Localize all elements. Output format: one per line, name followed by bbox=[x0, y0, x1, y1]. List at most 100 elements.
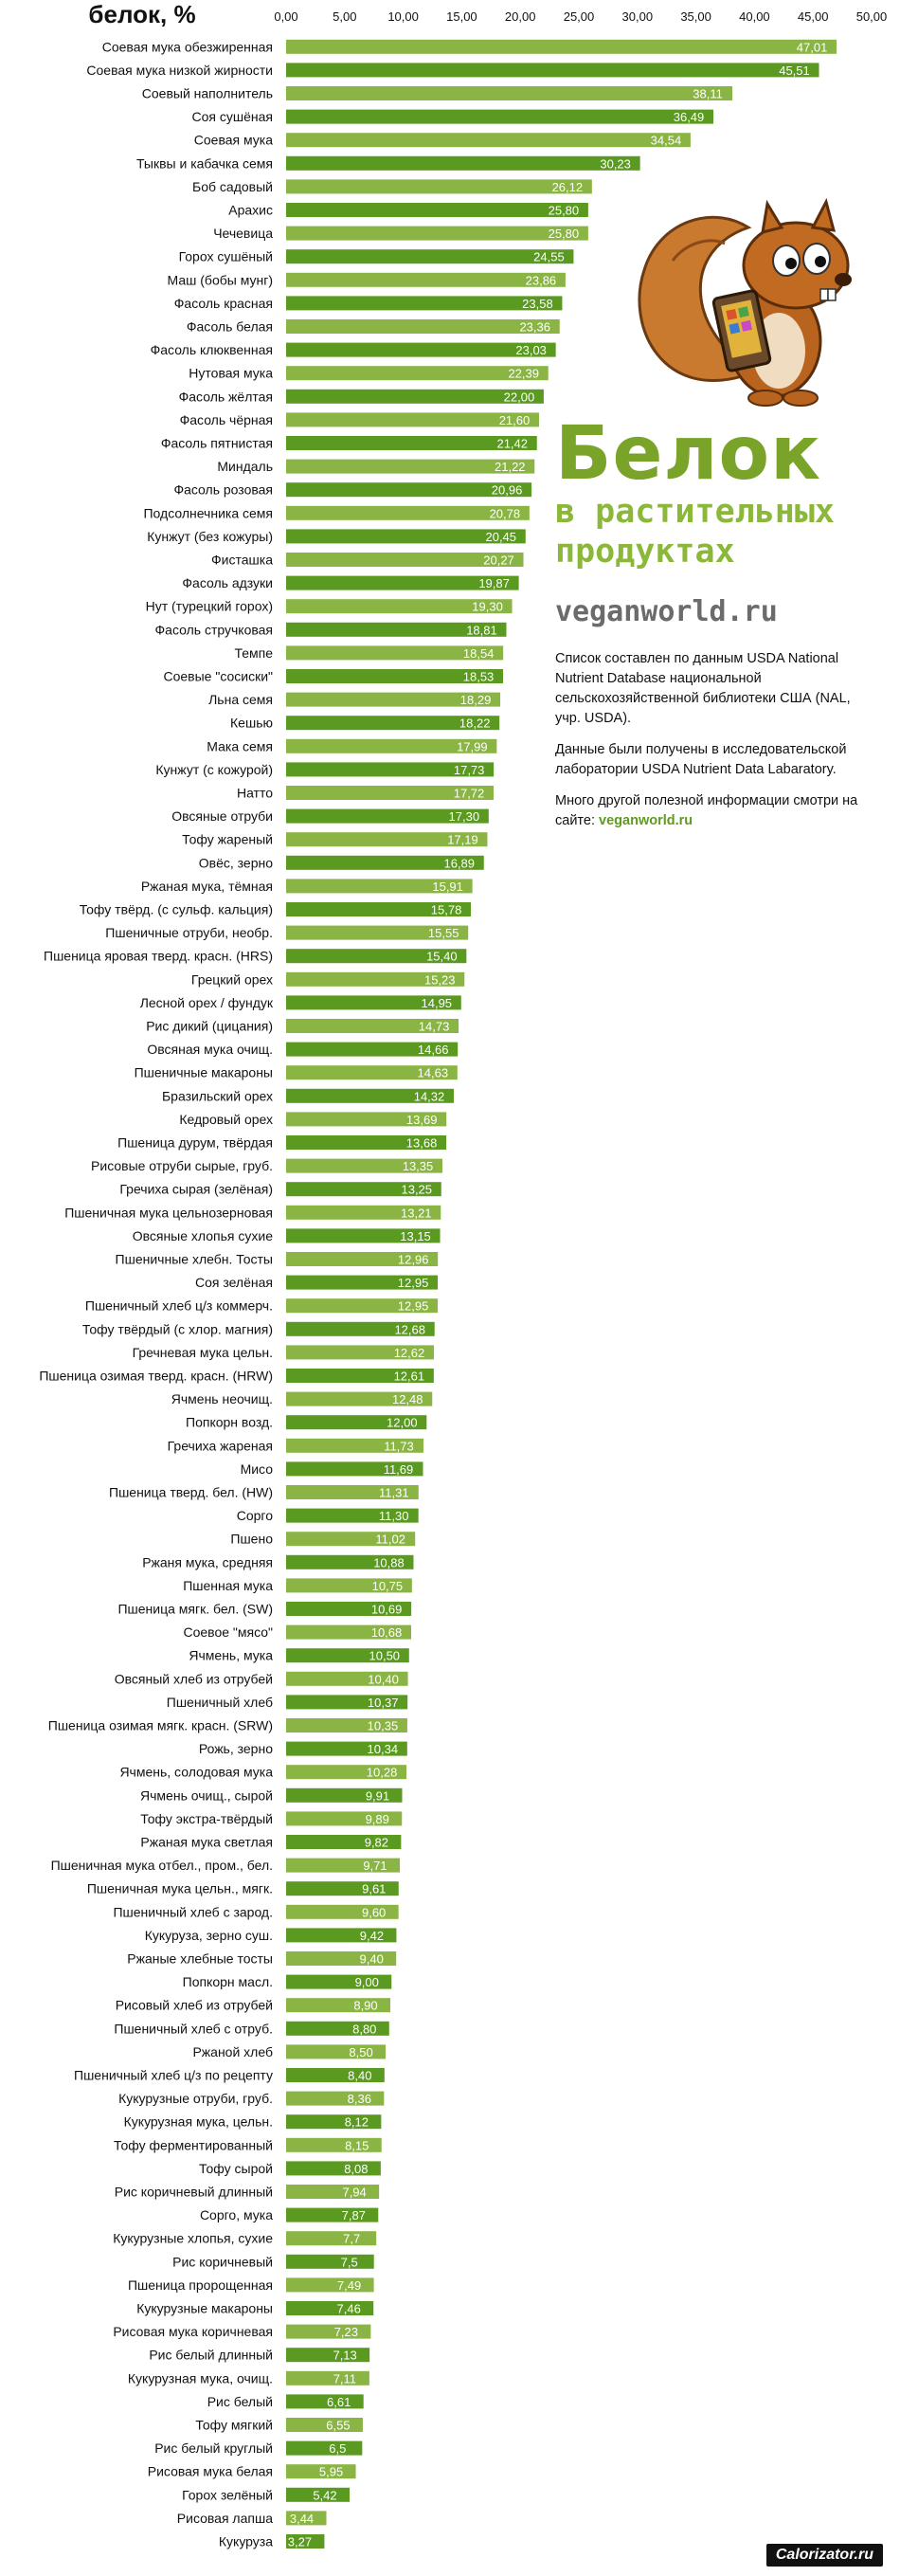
note-usda-source: Список составлен по данным USDA National… bbox=[555, 650, 851, 726]
bar bbox=[286, 1252, 439, 1266]
bar bbox=[286, 2185, 380, 2199]
data-label: 38,11 bbox=[693, 87, 723, 101]
category-label: Темпе bbox=[234, 645, 273, 661]
data-label: 8,15 bbox=[345, 2138, 369, 2152]
category-label: Горох зелёный bbox=[182, 2487, 273, 2502]
data-label: 8,50 bbox=[349, 2045, 372, 2059]
data-label: 47,01 bbox=[797, 40, 828, 54]
data-label: 8,80 bbox=[352, 2022, 376, 2036]
data-label: 10,35 bbox=[368, 1719, 399, 1733]
bar bbox=[286, 949, 467, 964]
note-more-info: Много другой полезной информации смотри … bbox=[555, 791, 877, 831]
category-label: Пшеница тверд. бел. (HW) bbox=[109, 1485, 273, 1500]
data-label: 7,5 bbox=[341, 2255, 358, 2269]
category-label: Ржаная мука, тёмная bbox=[141, 879, 273, 894]
data-label: 18,22 bbox=[459, 717, 491, 731]
data-label: 17,19 bbox=[447, 833, 478, 847]
data-label: 7,11 bbox=[333, 2371, 356, 2386]
data-label: 12,68 bbox=[394, 1322, 425, 1336]
category-label: Кунжут (без кожуры) bbox=[147, 529, 273, 544]
bar bbox=[286, 1858, 401, 1873]
category-label: Сорго bbox=[237, 1508, 273, 1523]
bar bbox=[286, 1275, 439, 1290]
data-label: 18,53 bbox=[463, 670, 495, 684]
category-label: Натто bbox=[237, 786, 273, 801]
bar bbox=[286, 2324, 371, 2339]
bar bbox=[286, 342, 556, 357]
headline-subtitle-line-2: продуктах bbox=[555, 532, 735, 571]
data-label: 13,68 bbox=[406, 1136, 438, 1151]
data-label: 9,61 bbox=[362, 1882, 386, 1896]
bar bbox=[286, 925, 469, 940]
bar bbox=[286, 1998, 391, 2013]
data-label: 18,54 bbox=[463, 646, 495, 661]
data-label: 9,89 bbox=[366, 1812, 389, 1826]
category-label: Фасоль клюквенная bbox=[151, 342, 273, 357]
data-label: 19,87 bbox=[478, 576, 510, 590]
category-label: Пшеничная мука цельнозерновая bbox=[64, 1205, 273, 1220]
bar bbox=[286, 553, 524, 567]
category-label: Тофу ферментированный bbox=[114, 2137, 273, 2152]
category-label: Пшеничный хлеб ц/з по рецепту bbox=[74, 2068, 273, 2083]
category-label: Горох сушёный bbox=[179, 249, 273, 264]
category-label: Фасоль чёрная bbox=[180, 412, 273, 427]
bar bbox=[286, 902, 472, 916]
x-axis-ticks: 0,00 5,00 10,00 15,00 20,00 25,00 30,00 35,00 40… bbox=[274, 9, 887, 24]
category-label: Подсолнечника семя bbox=[143, 505, 273, 520]
data-label: 13,35 bbox=[403, 1159, 434, 1173]
site-name: veganworld.ru bbox=[555, 594, 778, 628]
bar bbox=[286, 1391, 433, 1406]
data-label: 11,73 bbox=[384, 1439, 414, 1453]
bar bbox=[286, 179, 592, 194]
data-label: 19,30 bbox=[472, 600, 503, 614]
bar bbox=[286, 2487, 350, 2502]
footer-brand[interactable]: Calorizator.ru bbox=[765, 2544, 883, 2567]
category-label: Пшеничные макароны bbox=[135, 1065, 273, 1080]
data-label: 25,80 bbox=[549, 227, 580, 241]
note-lab: Данные были получены в исследовательской… bbox=[555, 741, 847, 777]
category-label: Рисовые отруби сырые, груб. bbox=[91, 1158, 273, 1173]
bar bbox=[286, 1298, 439, 1314]
bar bbox=[286, 1182, 441, 1197]
category-label: Соевое "мясо" bbox=[183, 1624, 273, 1640]
data-label: 9,82 bbox=[365, 1836, 388, 1850]
data-label: 15,91 bbox=[432, 880, 463, 894]
data-label: 10,75 bbox=[372, 1579, 404, 1593]
bar bbox=[286, 2231, 377, 2246]
bar bbox=[286, 1718, 407, 1732]
x-tick-label: 25,00 bbox=[564, 9, 595, 24]
category-label: Пшено bbox=[230, 1532, 273, 1547]
category-label: Пшеница мягк. бел. (SW) bbox=[117, 1602, 273, 1617]
bar bbox=[286, 2254, 374, 2269]
site-link[interactable]: veganworld.ru bbox=[599, 812, 693, 828]
bar bbox=[286, 1415, 427, 1430]
data-label: 11,69 bbox=[384, 1462, 414, 1477]
data-label: 15,78 bbox=[431, 903, 462, 917]
bar bbox=[286, 1461, 423, 1477]
data-label: 9,40 bbox=[360, 1952, 384, 1967]
data-label: 15,55 bbox=[428, 926, 459, 940]
bar bbox=[286, 226, 588, 241]
bar bbox=[286, 1787, 403, 1803]
bar bbox=[286, 575, 519, 590]
data-label: 21,22 bbox=[495, 460, 526, 474]
category-label: Гречневая мука цельн. bbox=[133, 1345, 273, 1360]
data-label: 45,51 bbox=[779, 63, 810, 78]
squirrel-mascot-illustration bbox=[638, 197, 852, 407]
bar bbox=[286, 1345, 434, 1360]
bar bbox=[286, 738, 497, 753]
data-label: 26,12 bbox=[552, 180, 584, 194]
bar bbox=[286, 1112, 447, 1127]
category-label: Пшеница дурум, твёрдая bbox=[117, 1135, 273, 1151]
bar bbox=[286, 39, 837, 54]
bar bbox=[286, 1485, 419, 1499]
category-label: Нутовая мука bbox=[189, 366, 273, 381]
data-label: 21,42 bbox=[496, 437, 528, 451]
data-label: 10,28 bbox=[367, 1766, 398, 1780]
bar bbox=[286, 2348, 370, 2363]
category-label: Тофу сырой bbox=[199, 2161, 273, 2176]
category-label: Пшеничный хлеб с зарод. bbox=[113, 1904, 273, 1919]
bar bbox=[286, 249, 574, 264]
category-label: Рисовая мука белая bbox=[148, 2464, 273, 2479]
